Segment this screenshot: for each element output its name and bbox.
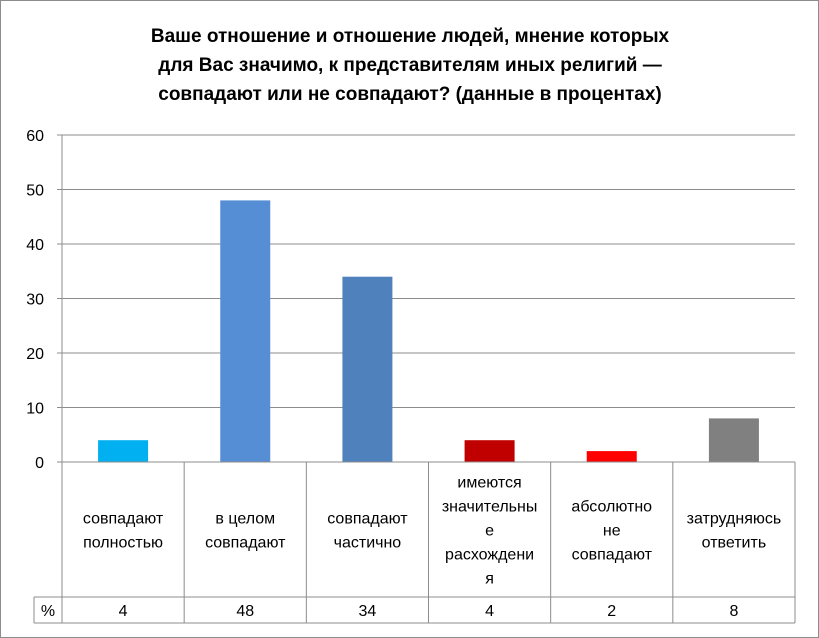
bar: [464, 440, 515, 462]
category-label: я: [485, 571, 494, 588]
table-row-label: %: [41, 603, 55, 620]
chart-title-line-3: совпадают или не совпадают? (данные в пр…: [158, 84, 662, 105]
category-label: в целом: [215, 511, 275, 528]
category-label: е: [485, 523, 494, 540]
category-label: значительны: [442, 499, 538, 516]
chart-title: Ваше отношение и отношение людей, мнение…: [60, 22, 760, 109]
table-value: 48: [236, 603, 254, 620]
y-tick-label: 30: [26, 292, 44, 309]
table-value: 4: [119, 603, 128, 620]
category-label: расхождени: [445, 547, 534, 564]
bar: [708, 418, 759, 462]
y-tick-label: 50: [26, 183, 44, 200]
table-value: 8: [729, 603, 738, 620]
y-tick-label: 0: [35, 455, 44, 472]
category-label: ответить: [702, 535, 767, 552]
bar: [220, 200, 271, 462]
y-tick-label: 10: [26, 401, 44, 418]
axis-lines: [61, 135, 795, 623]
gridlines: [57, 134, 795, 463]
category-label: совпадают: [572, 547, 653, 564]
table-value: 2: [607, 603, 616, 620]
y-axis-ticks: 0 10 20 30 40 50 60: [26, 128, 44, 472]
y-tick-label: 60: [26, 128, 44, 145]
category-label: частично: [334, 535, 402, 552]
category-label: совпадают: [327, 511, 408, 528]
category-label: затрудняюсь: [687, 511, 782, 528]
table-value: 34: [359, 603, 377, 620]
chart-title-line-2: для Вас значимо, к представителям иных р…: [158, 55, 662, 76]
y-tick-label: 40: [26, 237, 44, 254]
category-label: совпадают: [83, 511, 164, 528]
bar: [342, 276, 393, 462]
category-label: полностью: [83, 535, 163, 552]
category-label: совпадают: [205, 535, 286, 552]
y-tick-label: 20: [26, 346, 44, 363]
bars: [98, 200, 759, 462]
category-label: не: [603, 523, 621, 540]
bar: [586, 451, 637, 462]
chart-title-line-1: Ваше отношение и отношение людей, мнение…: [150, 26, 670, 47]
category-label: имеются: [457, 475, 521, 492]
category-label: абсолютно: [571, 499, 652, 516]
bar: [98, 440, 149, 462]
table-value: 4: [485, 603, 494, 620]
